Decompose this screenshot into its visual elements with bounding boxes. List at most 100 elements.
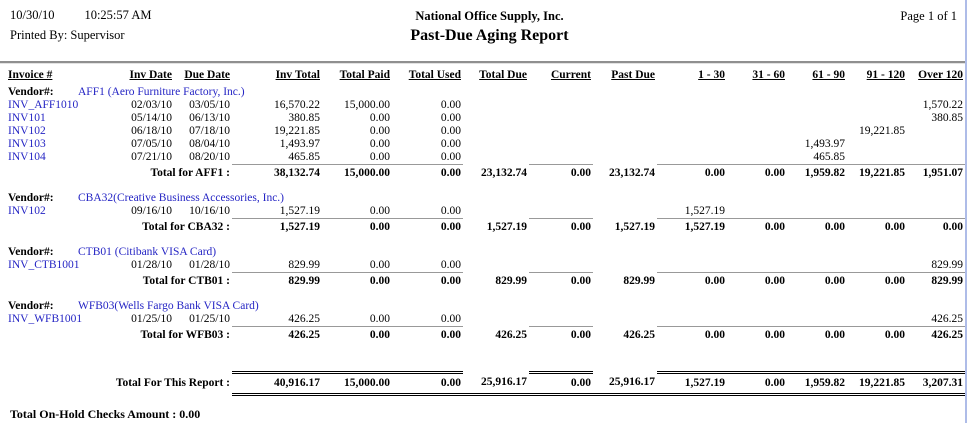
invoice-row: INV_CTB1001 01/28/10 01/28/10 829.99 0.00 0.0… <box>8 259 965 273</box>
cell-inv-date: 02/03/10 <box>131 99 172 111</box>
cell-over-120 <box>907 138 965 151</box>
vendor-total-row: Total for CTB01 :829.99 0.00 0.00 829.99 0.0… <box>8 272 965 289</box>
report-total-over-120: 3,207.31 <box>907 371 965 396</box>
invoice-link[interactable]: INV_WFB1001 <box>8 313 83 326</box>
report-total-current: 0.00 <box>529 371 593 396</box>
cell-inv-total: 1,527.19 <box>279 205 320 217</box>
cell-1-30 <box>657 313 727 327</box>
cell-inv-total: 380.85 <box>288 112 320 124</box>
cell-61-90: 1,493.97 <box>804 138 845 150</box>
cell-inv-total: 1,493.97 <box>279 138 320 150</box>
cell-31-60 <box>727 138 787 151</box>
cell-current <box>529 112 593 125</box>
total-61-90: 0.00 <box>787 272 847 289</box>
column-header-row: Invoice # Inv Date Due Date Inv Total Total … <box>8 66 965 83</box>
total-91-120: 0.00 <box>847 326 907 343</box>
cell-due-date: 07/18/10 <box>189 125 230 137</box>
cell-31-60 <box>727 313 787 327</box>
invoice-row: INV104 07/21/10 08/20/10 465.85 0.00 0.00 465.… <box>8 151 965 165</box>
cell-over-120: 426.25 <box>931 313 963 325</box>
cell-1-30 <box>657 125 727 138</box>
total-31-60: 0.00 <box>727 218 787 235</box>
cell-due-date: 08/04/10 <box>189 138 230 150</box>
total-past-due: 23,132.74 <box>609 166 655 179</box>
vendor-total-label: Total for WFB03 : <box>140 328 230 341</box>
invoice-link[interactable]: INV102 <box>8 205 46 218</box>
invoice-link[interactable]: INV103 <box>8 138 46 150</box>
total-total-paid: 0.00 <box>322 326 392 343</box>
vendor-total-row: Total for AFF1 :38,132.74 15,000.00 0.00 23… <box>8 164 965 181</box>
vendor-number-label: Vendor#: <box>8 300 54 312</box>
total-total-due: 23,132.74 <box>481 166 527 179</box>
cell-current <box>529 125 593 138</box>
invoice-link[interactable]: INV102 <box>8 125 46 137</box>
invoice-link[interactable]: INV_AFF1010 <box>8 99 79 111</box>
vendor-total-label: Total for CBA32 : <box>142 220 230 233</box>
vendor-cell: Vendor#: CTB01 (Citibank VISA Card) <box>8 243 965 259</box>
cell-inv-date: 06/18/10 <box>131 125 172 137</box>
spacer-row <box>8 351 965 373</box>
cell-total-used: 0.00 <box>440 112 461 124</box>
total-total-used: 0.00 <box>392 164 463 181</box>
total-total-paid: 0.00 <box>322 272 392 289</box>
report-total-1-30: 1,527.19 <box>657 371 727 396</box>
cell-1-30 <box>657 259 727 273</box>
cell-31-60 <box>727 151 787 165</box>
cell-31-60 <box>727 259 787 273</box>
cell-inv-total: 16,570.22 <box>274 99 320 111</box>
cell-total-paid: 0.00 <box>369 259 390 271</box>
vendor-cell: Vendor#: WFB03(Wells Fargo Bank VISA Card… <box>8 297 965 313</box>
cell-inv-date: 05/14/10 <box>131 112 172 124</box>
spacer-cell <box>8 235 965 243</box>
cell-total-paid: 0.00 <box>369 313 390 325</box>
cell-total-due <box>463 205 529 219</box>
cell-current <box>529 313 593 327</box>
report-total-61-90: 1,959.82 <box>787 371 847 396</box>
cell-1-30 <box>657 138 727 151</box>
invoice-row: INV103 07/05/10 08/04/10 1,493.97 0.00 0.00 1,… <box>8 138 965 151</box>
total-past-due: 829.99 <box>623 274 655 287</box>
cell-91-120 <box>847 205 907 219</box>
cell-inv-total: 426.25 <box>288 313 320 325</box>
total-total-used: 0.00 <box>392 272 463 289</box>
vendor-link[interactable]: WFB03(Wells Fargo Bank VISA Card) <box>78 300 259 312</box>
cell-inv-date: 01/25/10 <box>131 313 172 326</box>
cell-inv-total: 829.99 <box>288 259 320 271</box>
cell-over-120 <box>907 205 965 219</box>
vendor-link[interactable]: CBA32(Creative Business Accessories, Inc… <box>78 192 285 204</box>
cell-91-120 <box>847 99 907 112</box>
invoice-link[interactable]: INV_CTB1001 <box>8 259 80 272</box>
total-total-used: 0.00 <box>392 326 463 343</box>
cell-due-date: 03/05/10 <box>189 99 230 111</box>
cell-total-due <box>463 151 529 165</box>
cell-61-90 <box>787 313 847 327</box>
vendor-cell: Vendor#: AFF1 (Aero Furniture Factory, In… <box>8 83 965 99</box>
cell-total-used: 0.00 <box>440 125 461 137</box>
cell-31-60 <box>727 99 787 112</box>
cell-past-due <box>593 259 657 273</box>
vendor-link[interactable]: AFF1 (Aero Furniture Factory, Inc.) <box>78 86 245 98</box>
cell-due-date: 10/16/10 <box>189 205 230 218</box>
col-header-inv-total: Inv Total <box>275 69 320 81</box>
cell-past-due <box>593 125 657 138</box>
cell-31-60 <box>727 205 787 219</box>
cell-inv-date: 01/28/10 <box>131 259 172 272</box>
cell-due-date: 01/28/10 <box>189 259 230 272</box>
cell-1-30 <box>657 151 727 165</box>
on-hold-label: Total On-Hold Checks Amount : <box>10 407 177 421</box>
cell-91-120 <box>847 313 907 327</box>
cell-61-90 <box>787 205 847 219</box>
invoice-link[interactable]: INV104 <box>8 151 46 164</box>
cell-total-due <box>463 313 529 327</box>
cell-1-30: 1,527.19 <box>684 205 725 217</box>
cell-past-due <box>593 205 657 219</box>
invoice-link[interactable]: INV101 <box>8 112 46 124</box>
vendor-link[interactable]: CTB01 (Citibank VISA Card) <box>78 246 217 258</box>
printed-by: Printed By: Supervisor <box>10 28 125 42</box>
total-91-120: 19,221.85 <box>847 164 907 181</box>
spacer-row <box>8 181 965 189</box>
total-total-due: 426.25 <box>495 328 527 341</box>
invoice-row: INV102 09/16/10 10/16/10 1,527.19 0.00 0.00 1,… <box>8 205 965 219</box>
vendor-total-row: Total for CBA32 :1,527.19 0.00 0.00 1,527.1… <box>8 218 965 235</box>
header-divider <box>0 61 966 64</box>
